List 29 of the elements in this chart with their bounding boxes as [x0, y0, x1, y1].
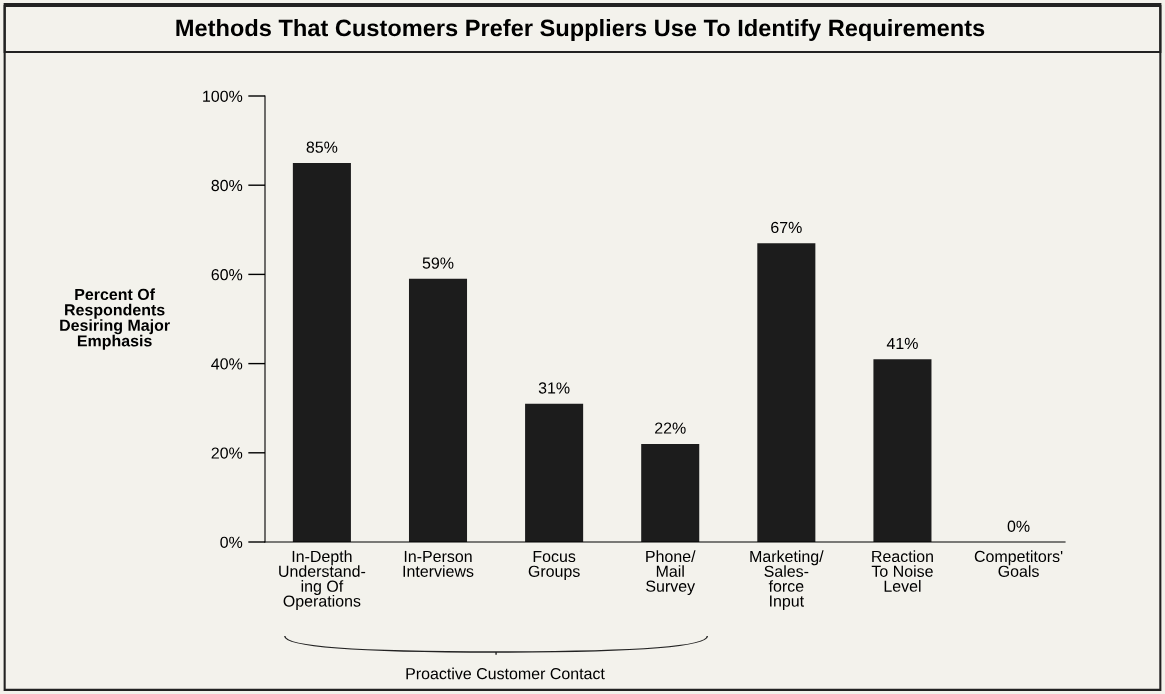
x-tick-label: In-Person Interviews — [403, 550, 474, 577]
y-tick-label: 60% — [211, 269, 243, 281]
x-tick-label: Phone/ Mail Survey — [646, 550, 696, 595]
y-tick-label: 20% — [211, 447, 243, 459]
x-tick-label: Competitors' Goals — [974, 550, 1063, 577]
chart-title: Methods That Customers Prefer Suppliers Use To Identify Requirements — [176, 19, 985, 41]
data-label: 0% — [1007, 520, 1030, 532]
bar — [757, 243, 816, 542]
bar — [641, 443, 700, 542]
bar — [408, 278, 468, 542]
y-tick-label: 100% — [203, 90, 243, 102]
bar — [873, 359, 932, 542]
bar — [292, 162, 351, 542]
y-axis-title: Percent Of Respondents Desiring Major Emphasis — [60, 288, 170, 350]
bar — [525, 403, 584, 542]
data-label: 67% — [771, 221, 802, 234]
x-tick-label: In-Depth Understand- ing Of Operations — [279, 550, 366, 610]
y-tick-label: 0% — [220, 536, 243, 548]
data-label: 41% — [886, 337, 918, 349]
x-tick-label: Marketing/ Sales- force Input — [750, 550, 824, 610]
x-tick-label: Reaction To Noise Level — [871, 550, 933, 592]
data-label: 59% — [422, 257, 454, 269]
data-label: 31% — [538, 382, 570, 394]
data-label: 85% — [306, 141, 338, 153]
y-tick-label: 40% — [211, 358, 243, 370]
text: Proactive Customer Contact — [406, 667, 605, 680]
data-label: 22% — [655, 422, 686, 434]
x-tick-label: Focus Groups — [528, 550, 580, 581]
y-tick-label: 80% — [211, 179, 243, 192]
